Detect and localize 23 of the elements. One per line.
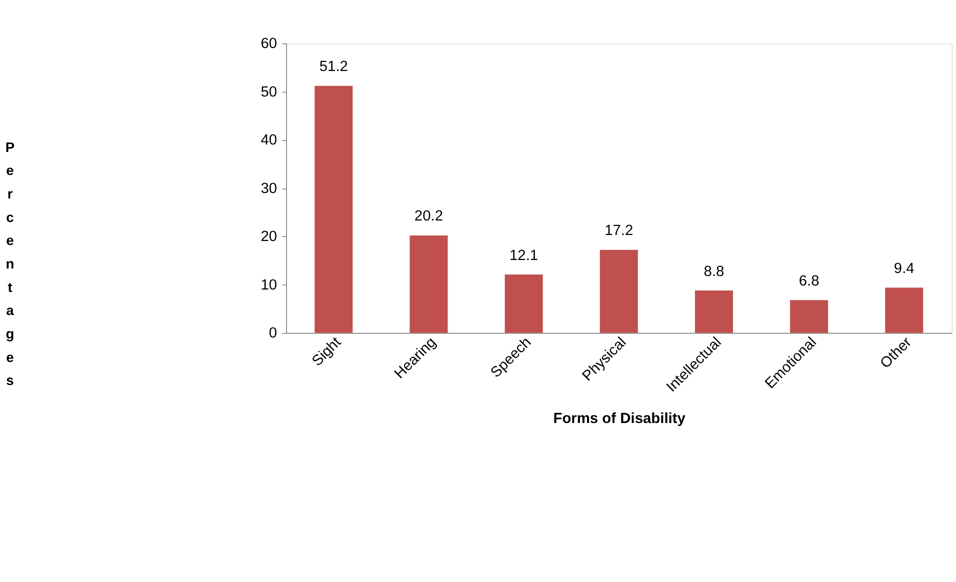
bar	[885, 288, 924, 333]
text: Percentages	[5, 138, 15, 388]
x-axis-title: Forms of Disability	[553, 411, 686, 428]
y-tick-label: 50	[260, 84, 278, 100]
y-tick-label: 30	[260, 180, 278, 197]
y-tick-label: 10	[260, 277, 278, 294]
bar	[504, 274, 543, 333]
y-tick-label: 0	[268, 326, 278, 342]
data-label: 9.4	[894, 260, 914, 277]
bar	[410, 235, 448, 333]
y-tick-label: 40	[260, 132, 278, 149]
data-label: 6.8	[798, 273, 820, 290]
data-label: 8.8	[704, 264, 724, 280]
data-label: 17.2	[604, 223, 634, 240]
bar	[600, 250, 638, 333]
data-label: 20.2	[414, 208, 444, 225]
bar	[314, 86, 353, 333]
data-label: 12.1	[510, 248, 538, 264]
y-tick-label: 60	[260, 36, 278, 52]
bar	[790, 300, 828, 333]
data-label: 51.2	[319, 59, 348, 76]
bar	[694, 290, 733, 333]
y-tick-label: 20	[260, 229, 278, 246]
